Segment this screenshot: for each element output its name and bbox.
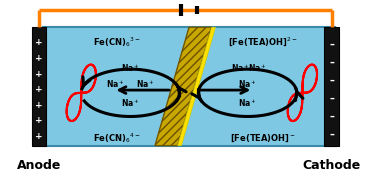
- Text: Na$^+$: Na$^+$: [136, 79, 155, 90]
- Text: Na$^+$: Na$^+$: [238, 97, 257, 109]
- Text: –: –: [329, 40, 334, 50]
- Polygon shape: [178, 27, 215, 146]
- Text: Na$^+$: Na$^+$: [231, 62, 249, 74]
- Bar: [43, 27, 335, 146]
- Text: [Fe(TEA)OH]$^-$: [Fe(TEA)OH]$^-$: [229, 133, 296, 144]
- Text: +: +: [36, 54, 43, 63]
- Text: Na$^+$: Na$^+$: [238, 79, 257, 90]
- Bar: [324, 27, 339, 146]
- Text: +: +: [36, 38, 43, 47]
- Text: +: +: [36, 132, 43, 141]
- Text: Na$^+$: Na$^+$: [121, 62, 140, 74]
- Text: –: –: [329, 58, 334, 68]
- Text: +: +: [36, 70, 43, 79]
- Text: Cathode: Cathode: [302, 159, 361, 172]
- Text: –: –: [329, 130, 334, 140]
- Text: –: –: [329, 76, 334, 86]
- Text: Fe(CN)$_6$$^{4-}$: Fe(CN)$_6$$^{4-}$: [93, 131, 141, 145]
- Text: +: +: [36, 101, 43, 110]
- Text: –: –: [329, 94, 334, 104]
- Text: Fe(CN)$_6$$^{3-}$: Fe(CN)$_6$$^{3-}$: [93, 35, 141, 49]
- Text: [Fe(TEA)OH]$^{2-}$: [Fe(TEA)OH]$^{2-}$: [228, 35, 298, 48]
- Text: –: –: [329, 112, 334, 122]
- Text: Na$^+$: Na$^+$: [121, 97, 140, 109]
- Text: +: +: [36, 85, 43, 94]
- Text: +: +: [36, 116, 43, 125]
- Text: Anode: Anode: [17, 159, 62, 172]
- Bar: [32, 27, 46, 146]
- Text: Na$^+$: Na$^+$: [106, 79, 125, 90]
- Text: Na$^+$: Na$^+$: [248, 62, 266, 74]
- Polygon shape: [155, 27, 212, 146]
